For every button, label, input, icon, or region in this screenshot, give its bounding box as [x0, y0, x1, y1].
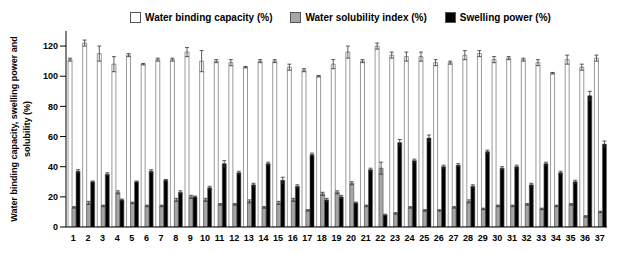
svg-text:14: 14	[258, 233, 268, 243]
svg-text:15: 15	[273, 233, 283, 243]
svg-text:60: 60	[48, 132, 58, 142]
svg-text:17: 17	[302, 233, 312, 243]
svg-text:18: 18	[317, 233, 327, 243]
svg-text:31: 31	[507, 233, 517, 243]
svg-text:33: 33	[536, 233, 546, 243]
svg-text:19: 19	[331, 233, 341, 243]
svg-text:12: 12	[229, 233, 239, 243]
html-text:Water solubility index (%): Water solubility index (%)	[305, 11, 427, 23]
svg-text:20: 20	[48, 192, 58, 202]
svg-text:10: 10	[200, 233, 210, 243]
svg-text:0: 0	[53, 222, 58, 232]
svg-text:4: 4	[115, 233, 120, 243]
svg-text:30: 30	[492, 233, 502, 243]
svg-text:9: 9	[188, 233, 193, 243]
svg-text:13: 13	[244, 233, 254, 243]
svg-text:22: 22	[375, 233, 385, 243]
svg-text:29: 29	[478, 233, 488, 243]
svg-text:7: 7	[159, 233, 164, 243]
svg-text:24: 24	[405, 233, 415, 243]
svg-text:2: 2	[85, 233, 90, 243]
svg-text:6: 6	[144, 233, 149, 243]
svg-text:16: 16	[288, 233, 298, 243]
svg-text:26: 26	[434, 233, 444, 243]
html-text:Swelling power (%): Swelling power (%)	[459, 11, 551, 23]
svg-text:35: 35	[565, 233, 575, 243]
html-text:Water binding capacity, swelli: Water binding capacity, swelling power a…	[9, 36, 32, 222]
svg-text:100: 100	[43, 71, 58, 81]
svg-text:28: 28	[463, 233, 473, 243]
svg-text:40: 40	[48, 162, 58, 172]
svg-text:8: 8	[173, 233, 178, 243]
svg-text:3: 3	[100, 233, 105, 243]
svg-text:27: 27	[448, 233, 458, 243]
svg-text:23: 23	[390, 233, 400, 243]
svg-text:36: 36	[580, 233, 590, 243]
svg-text:34: 34	[551, 233, 561, 243]
svg-text:11: 11	[215, 233, 225, 243]
svg-text:21: 21	[361, 233, 371, 243]
svg-text:1: 1	[71, 233, 76, 243]
svg-text:20: 20	[346, 233, 356, 243]
svg-text:120: 120	[43, 41, 58, 51]
svg-text:32: 32	[522, 233, 532, 243]
svg-text:80: 80	[48, 102, 58, 112]
svg-text:37: 37	[595, 233, 605, 243]
svg-text:5: 5	[129, 233, 134, 243]
html-text:Water binding capacity (%): Water binding capacity (%)	[145, 11, 273, 23]
svg-text:25: 25	[419, 233, 429, 243]
